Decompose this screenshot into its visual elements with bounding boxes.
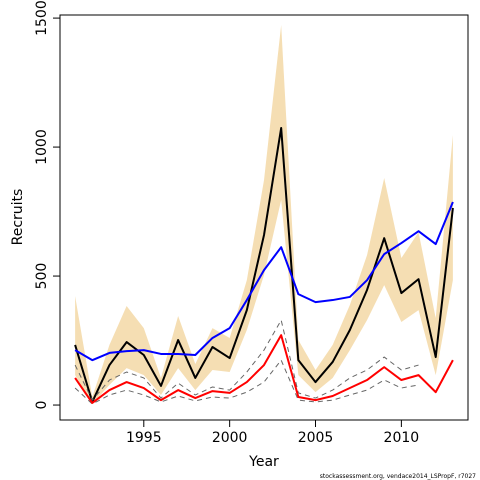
- x-tick-label: 2000: [212, 430, 248, 446]
- plot-frame: [59, 14, 469, 421]
- x-tick-label: 2005: [298, 430, 334, 446]
- y-tick-label: 0: [34, 401, 50, 410]
- series-line: [74, 201, 454, 362]
- series-line: [74, 319, 419, 401]
- x-tick-label: 1995: [126, 430, 162, 446]
- x-axis-label: Year: [248, 454, 279, 470]
- y-axis-label: Recruits: [10, 189, 26, 246]
- y-tick-label: 1000: [34, 129, 50, 165]
- x-tick-label: 2010: [384, 430, 420, 446]
- y-tick-label: 1500: [34, 0, 50, 36]
- y-tick-label: 500: [34, 263, 50, 290]
- series-line: [74, 334, 454, 404]
- footnote: stockassessment.org, vendace2014_LSPropF…: [320, 473, 476, 480]
- series-line: [74, 359, 419, 405]
